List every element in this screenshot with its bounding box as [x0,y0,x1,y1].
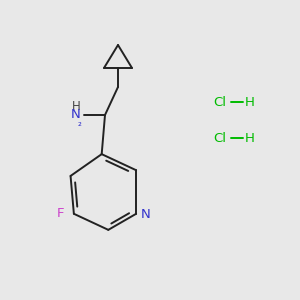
Text: ₂: ₂ [78,118,82,128]
Text: F: F [57,207,64,220]
Text: Cl: Cl [214,131,226,145]
Text: Cl: Cl [214,95,226,109]
Text: H: H [245,95,255,109]
Text: N: N [71,109,81,122]
Text: H: H [245,131,255,145]
Text: H: H [72,100,80,112]
Text: N: N [140,208,150,221]
